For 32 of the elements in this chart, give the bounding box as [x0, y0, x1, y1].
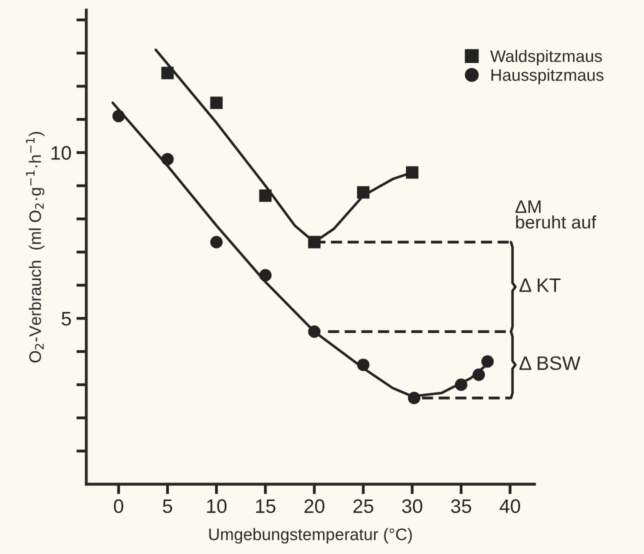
- point: [161, 152, 174, 166]
- point: [357, 358, 370, 372]
- x-axis-title: Umgebungstemperatur (°C): [209, 528, 412, 544]
- point: [481, 355, 494, 368]
- point: [308, 236, 321, 248]
- x-tick-label: 20: [304, 499, 324, 514]
- point: [259, 269, 272, 282]
- point: [210, 96, 223, 110]
- point: [357, 186, 370, 199]
- x-tick-label: 10: [207, 499, 227, 514]
- legend-label: Waldspitzmaus: [490, 50, 602, 66]
- point: [259, 189, 272, 202]
- x-tick-label: 0: [114, 499, 124, 514]
- x-tick-label: 35: [451, 499, 472, 514]
- point: [161, 66, 174, 80]
- x-tick-label: 5: [162, 499, 172, 514]
- point: [308, 325, 321, 338]
- point: [408, 392, 420, 404]
- point: [406, 166, 418, 179]
- legend-label: Hausspitzmaus: [491, 68, 604, 84]
- x-tick-label: 15: [256, 499, 276, 514]
- x-tick-label: 25: [353, 499, 374, 514]
- annotation: Δ KT: [519, 278, 561, 292]
- x-tick-label: 40: [500, 499, 520, 514]
- x-tick-label: 30: [402, 499, 422, 514]
- point: [472, 368, 485, 381]
- annotation: ΔM beruht auf: [515, 200, 596, 229]
- point: [454, 378, 468, 391]
- text: O$_{2}$-Verbrauch (ml O$_{2}$·g$^{−1}$·h$^{−1}$): [26, 132, 44, 362]
- annotation: Δ BSW: [519, 356, 580, 370]
- point: [210, 236, 223, 248]
- point: [112, 110, 125, 122]
